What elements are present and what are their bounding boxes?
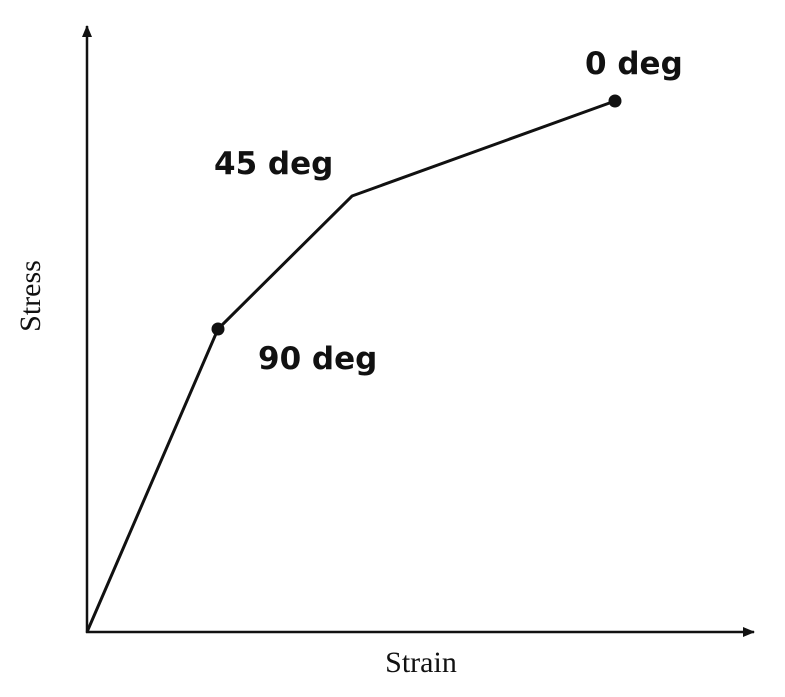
label-45-deg: 45 deg	[214, 146, 333, 182]
label-90-deg: 90 deg	[258, 341, 377, 377]
point-90	[211, 322, 225, 336]
label-0-deg: 0 deg	[585, 46, 683, 82]
point-0	[608, 94, 622, 108]
x-axis-label: Strain	[385, 646, 457, 679]
stress-strain-curve	[85, 99, 616, 633]
y-axis-label: Stress	[14, 260, 47, 332]
